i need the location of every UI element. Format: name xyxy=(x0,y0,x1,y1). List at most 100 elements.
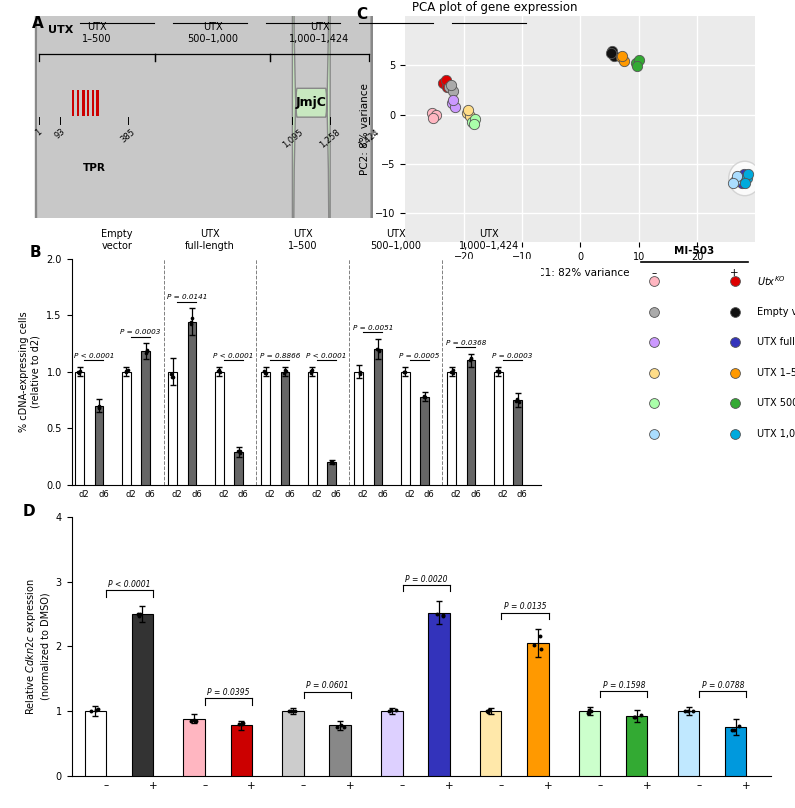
Text: –: – xyxy=(91,525,96,536)
Point xyxy=(213,364,226,377)
Point xyxy=(630,57,642,69)
Bar xyxy=(91,90,94,116)
Point xyxy=(185,714,198,727)
Point xyxy=(72,367,85,380)
X-axis label: PC1: 82% variance: PC1: 82% variance xyxy=(531,267,630,278)
Point xyxy=(737,167,750,180)
Text: Empty vector: Empty vector xyxy=(757,307,795,317)
Point xyxy=(444,78,457,91)
Bar xyxy=(329,726,351,776)
Text: UTX
1–500: UTX 1–500 xyxy=(82,22,111,44)
Point xyxy=(305,364,318,377)
Bar xyxy=(421,397,429,485)
Point xyxy=(133,610,145,623)
Bar xyxy=(72,90,74,116)
Ellipse shape xyxy=(729,162,761,196)
Text: A: A xyxy=(32,16,44,32)
Text: P = 0.1598: P = 0.1598 xyxy=(603,680,646,690)
Text: UTX
1,000–1,424: UTX 1,000–1,424 xyxy=(289,22,350,44)
Bar xyxy=(494,372,502,485)
Point xyxy=(510,394,522,407)
Point xyxy=(728,175,741,188)
Text: 1,095: 1,095 xyxy=(281,127,304,149)
Text: +: + xyxy=(321,525,331,536)
Bar xyxy=(282,711,304,776)
Point xyxy=(584,704,597,717)
Point xyxy=(141,344,153,357)
Bar xyxy=(76,372,84,485)
Bar xyxy=(308,372,316,485)
Point xyxy=(534,629,547,642)
Point xyxy=(440,74,452,86)
Y-axis label: Relative $Cdkn2c$ expression
(normalized to DMSO): Relative $Cdkn2c$ expression (normalized… xyxy=(25,579,50,714)
Point xyxy=(372,344,385,357)
Point xyxy=(735,172,747,185)
Point xyxy=(120,364,133,377)
Point xyxy=(447,93,460,106)
Point xyxy=(466,116,479,128)
Bar xyxy=(626,716,647,776)
Point xyxy=(618,55,630,68)
Text: –: – xyxy=(277,525,282,536)
Text: TPR: TPR xyxy=(83,163,106,174)
Point xyxy=(232,718,245,730)
Bar xyxy=(401,372,409,485)
Text: PCA plot of gene expression: PCA plot of gene expression xyxy=(413,1,578,14)
Text: +: + xyxy=(414,525,424,536)
Bar xyxy=(87,90,89,116)
Point xyxy=(510,393,523,406)
Text: B: B xyxy=(29,245,41,260)
Point xyxy=(167,370,180,383)
Point xyxy=(447,367,460,380)
Bar xyxy=(132,614,153,776)
Point xyxy=(732,720,745,733)
Point xyxy=(214,366,227,379)
Point xyxy=(132,608,145,621)
Point xyxy=(234,445,246,458)
Point xyxy=(277,367,290,380)
Point xyxy=(185,312,198,325)
Text: UTX
1,000–1,424: UTX 1,000–1,424 xyxy=(459,229,519,250)
Text: P = 0.0051: P = 0.0051 xyxy=(352,325,393,331)
Point xyxy=(739,177,751,190)
Point xyxy=(493,366,506,379)
Point xyxy=(398,365,410,378)
Text: 1,424: 1,424 xyxy=(357,127,381,149)
Point xyxy=(608,49,621,62)
Point xyxy=(427,112,440,125)
Bar xyxy=(514,400,522,485)
Point xyxy=(482,705,494,718)
Text: –: – xyxy=(184,525,189,536)
Point xyxy=(727,177,739,190)
Point xyxy=(289,704,302,717)
Text: JmjC: JmjC xyxy=(296,96,327,109)
Bar xyxy=(429,612,450,776)
Point xyxy=(390,704,402,717)
Point xyxy=(528,638,541,651)
Text: P < 0.0001: P < 0.0001 xyxy=(306,353,347,360)
Point xyxy=(326,456,339,469)
Point xyxy=(92,400,105,413)
Point xyxy=(399,365,412,378)
Point xyxy=(92,702,105,715)
Text: +: + xyxy=(507,525,517,536)
Text: +: + xyxy=(731,267,739,278)
Bar xyxy=(262,372,270,485)
Point xyxy=(258,367,271,380)
Point xyxy=(278,364,291,377)
Text: P = 0.0788: P = 0.0788 xyxy=(702,680,744,690)
Point xyxy=(616,49,629,62)
Text: C: C xyxy=(356,7,367,22)
Point xyxy=(425,106,438,119)
Point xyxy=(165,370,178,383)
Point xyxy=(441,81,454,94)
Text: +: + xyxy=(228,525,238,536)
Point xyxy=(726,723,739,736)
Bar xyxy=(448,372,456,485)
Bar xyxy=(84,711,106,776)
Point xyxy=(465,352,478,365)
Point xyxy=(629,710,642,723)
Point xyxy=(447,364,460,377)
Bar xyxy=(188,322,196,485)
Point xyxy=(304,365,317,378)
